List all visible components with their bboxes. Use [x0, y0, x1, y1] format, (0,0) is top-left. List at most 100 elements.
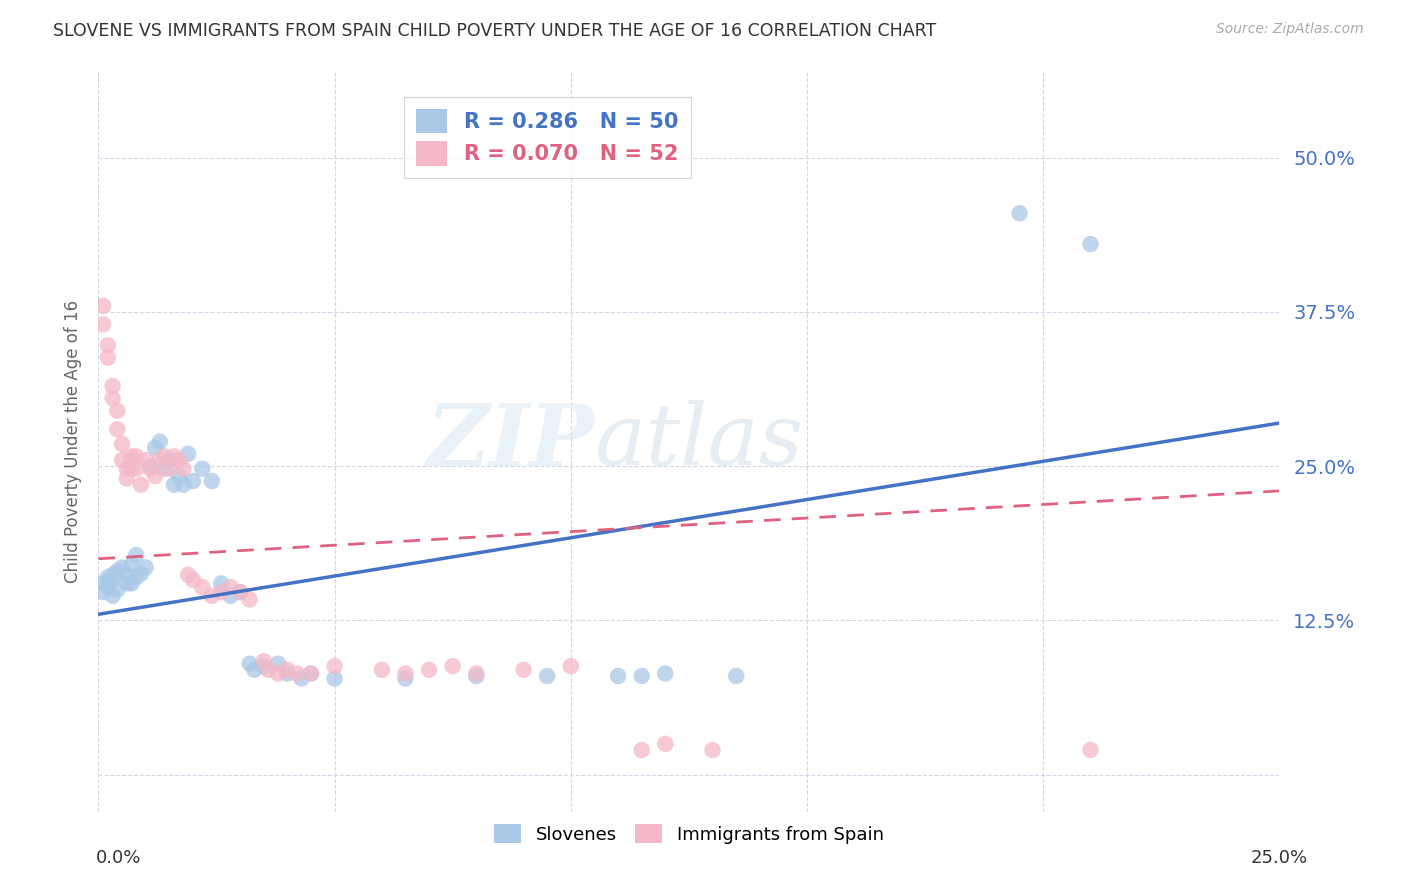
Point	[115, 576, 138, 591]
Point	[101, 392, 124, 406]
Point	[153, 461, 176, 475]
Point	[163, 477, 186, 491]
Point	[149, 453, 172, 467]
Text: SLOVENE VS IMMIGRANTS FROM SPAIN CHILD POVERTY UNDER THE AGE OF 16 CORRELATION C: SLOVENE VS IMMIGRANTS FROM SPAIN CHILD P…	[53, 22, 936, 40]
Point	[465, 666, 488, 681]
Point	[115, 471, 138, 485]
Point	[125, 548, 148, 562]
Point	[512, 663, 534, 677]
Point	[177, 567, 200, 582]
Point	[101, 589, 124, 603]
Point	[191, 580, 214, 594]
Point	[323, 672, 346, 686]
Point	[121, 576, 143, 591]
Point	[201, 589, 224, 603]
Point	[219, 580, 242, 594]
Point	[125, 461, 148, 475]
Point	[290, 672, 312, 686]
Point	[257, 663, 280, 677]
Legend: Slovenes, Immigrants from Spain: Slovenes, Immigrants from Spain	[486, 817, 891, 851]
Point	[135, 453, 157, 467]
Point	[153, 450, 176, 464]
Point	[91, 299, 114, 313]
Point	[219, 589, 242, 603]
Point	[172, 461, 194, 475]
Point	[418, 663, 440, 677]
Point	[121, 461, 143, 475]
Text: 25.0%: 25.0%	[1250, 849, 1308, 867]
Point	[143, 441, 166, 455]
Point	[91, 576, 114, 591]
Point	[139, 459, 162, 474]
Point	[285, 666, 308, 681]
Point	[630, 743, 652, 757]
Point	[191, 461, 214, 475]
Text: atlas: atlas	[595, 401, 804, 483]
Point	[91, 585, 114, 599]
Point	[129, 477, 152, 491]
Point	[654, 666, 676, 681]
Point	[1080, 237, 1102, 252]
Point	[149, 434, 172, 449]
Point	[607, 669, 630, 683]
Point	[97, 351, 120, 365]
Point	[201, 474, 224, 488]
Point	[177, 447, 200, 461]
Point	[167, 453, 190, 467]
Point	[105, 582, 128, 597]
Point	[181, 573, 204, 587]
Point	[139, 461, 162, 475]
Text: Source: ZipAtlas.com: Source: ZipAtlas.com	[1216, 22, 1364, 37]
Point	[560, 659, 582, 673]
Point	[125, 570, 148, 584]
Point	[323, 659, 346, 673]
Point	[121, 558, 143, 572]
Point	[299, 666, 322, 681]
Point	[143, 469, 166, 483]
Point	[276, 663, 298, 677]
Point	[157, 461, 180, 475]
Point	[111, 437, 134, 451]
Point	[725, 669, 748, 683]
Point	[299, 666, 322, 681]
Point	[129, 566, 152, 581]
Point	[253, 659, 276, 673]
Text: ZIP: ZIP	[426, 400, 595, 483]
Point	[243, 663, 266, 677]
Point	[394, 666, 416, 681]
Point	[115, 567, 138, 582]
Point	[105, 564, 128, 578]
Point	[371, 663, 394, 677]
Point	[121, 450, 143, 464]
Point	[105, 422, 128, 436]
Point	[135, 560, 157, 574]
Point	[105, 403, 128, 417]
Point	[163, 450, 186, 464]
Point	[157, 453, 180, 467]
Point	[111, 560, 134, 574]
Point	[209, 585, 232, 599]
Point	[536, 669, 558, 683]
Point	[97, 570, 120, 584]
Point	[267, 666, 290, 681]
Point	[181, 474, 204, 488]
Point	[125, 450, 148, 464]
Point	[101, 567, 124, 582]
Point	[1080, 743, 1102, 757]
Point	[229, 585, 252, 599]
Point	[101, 573, 124, 587]
Point	[209, 576, 232, 591]
Point	[253, 654, 276, 668]
Point	[630, 669, 652, 683]
Point	[115, 461, 138, 475]
Point	[465, 669, 488, 683]
Point	[702, 743, 724, 757]
Y-axis label: Child Poverty Under the Age of 16: Child Poverty Under the Age of 16	[63, 300, 82, 583]
Point	[101, 379, 124, 393]
Point	[267, 657, 290, 671]
Point	[97, 338, 120, 352]
Point	[441, 659, 464, 673]
Point	[394, 672, 416, 686]
Point	[276, 666, 298, 681]
Point	[239, 592, 262, 607]
